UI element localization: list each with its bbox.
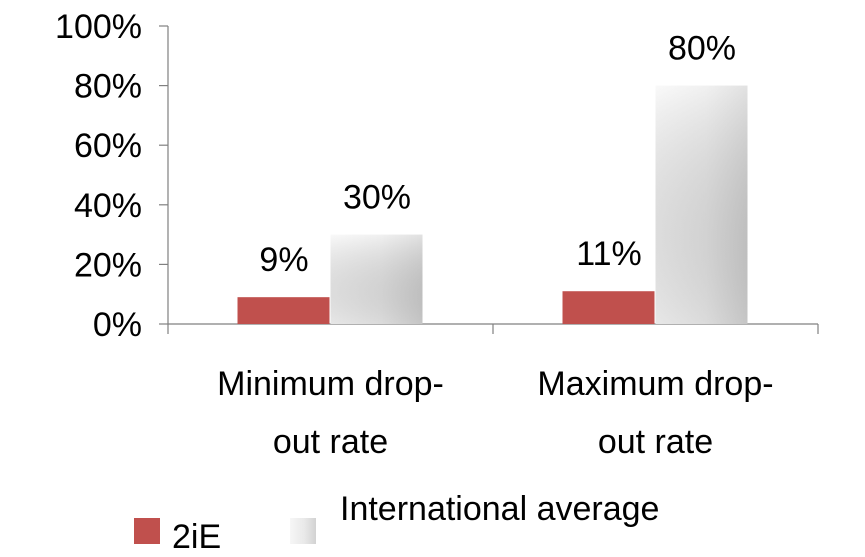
- data-label: 80%: [668, 30, 736, 68]
- bar-shading: [655, 85, 748, 324]
- y-tick-label: 60%: [74, 127, 142, 165]
- legend-international-average-swatch: [290, 518, 316, 544]
- y-tick-label: 20%: [74, 246, 142, 284]
- category-label: Minimum drop-: [217, 365, 444, 403]
- y-tick-label: 40%: [74, 187, 142, 225]
- y-tick-label: 100%: [55, 8, 142, 46]
- data-label: 30%: [343, 179, 411, 217]
- legend-international-average-label: International average: [340, 490, 659, 528]
- legend-2ie-label: 2iE: [172, 518, 221, 552]
- bar-shading: [330, 234, 423, 324]
- category-label: Maximum drop-: [537, 365, 773, 403]
- y-tick-label: 0%: [93, 306, 142, 344]
- bar-2ie: [562, 291, 655, 324]
- category-label: out rate: [598, 423, 713, 461]
- category-label: out rate: [273, 423, 388, 461]
- data-label: 9%: [259, 241, 308, 279]
- data-label: 11%: [576, 235, 642, 273]
- legend-2ie-swatch: [134, 518, 160, 544]
- bar-2ie: [237, 297, 330, 324]
- y-tick-label: 80%: [74, 68, 142, 106]
